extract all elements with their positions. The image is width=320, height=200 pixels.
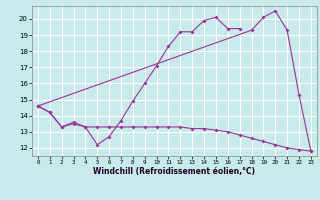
X-axis label: Windchill (Refroidissement éolien,°C): Windchill (Refroidissement éolien,°C) xyxy=(93,167,255,176)
